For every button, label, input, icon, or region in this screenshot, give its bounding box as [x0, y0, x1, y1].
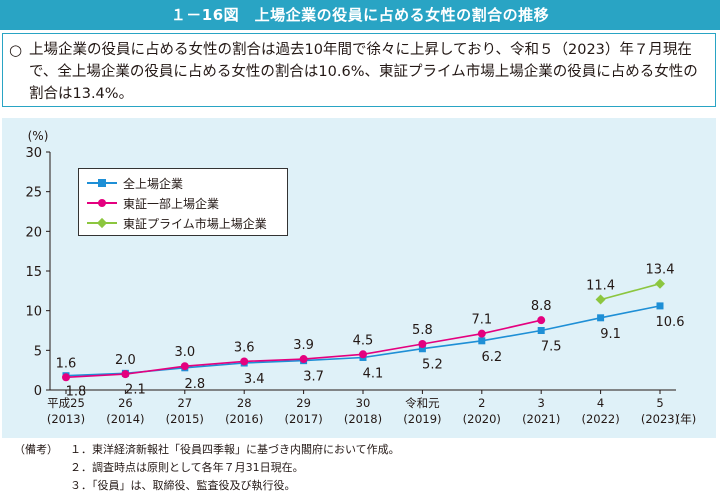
legend-swatch-all-listed	[87, 177, 117, 189]
x-tick-label: 平成25	[47, 396, 85, 410]
y-tick-label: 20	[25, 225, 42, 240]
data-label: 3.6	[234, 340, 255, 355]
data-label: 4.5	[353, 333, 374, 348]
data-point	[655, 278, 665, 289]
legend-item-all-listed: 全上場企業	[87, 173, 279, 193]
data-point	[656, 302, 664, 310]
y-tick-label: 25	[25, 186, 42, 201]
x-tick-label: (2015)	[166, 412, 204, 426]
x-tick-label: (2016)	[225, 412, 263, 426]
data-label: 5.8	[412, 323, 433, 338]
data-point	[478, 337, 486, 345]
legend-label-tse-prime: 東証プライム市場上場企業	[123, 216, 267, 231]
x-tick-label: (2019)	[403, 412, 441, 426]
y-tick-label: 0	[34, 384, 42, 399]
x-tick-label: 28	[237, 396, 252, 410]
x-tick-label: (2020)	[463, 412, 501, 426]
x-tick-label: 27	[177, 396, 192, 410]
line-chart: 051015202530(%)平成25(2013)26(2014)27(2015…	[25, 129, 696, 426]
data-label: 7.5	[541, 340, 562, 355]
legend-label-tse-first: 東証一部上場企業	[123, 196, 220, 211]
summary-bullet: ○	[9, 41, 23, 59]
note-item: ３．「役員」は、取締役、監査役及び執行役。	[70, 479, 296, 492]
data-label: 7.1	[471, 313, 492, 328]
data-label: 5.2	[422, 358, 443, 373]
x-tick-label: (2014)	[106, 412, 144, 426]
data-point	[359, 350, 367, 359]
data-point	[418, 339, 427, 348]
figure-title: １－16図 上場企業の役員に占める女性の割合の推移	[0, 0, 720, 30]
y-axis-label: (%)	[28, 129, 49, 143]
data-label: 2.8	[184, 377, 205, 392]
data-label: 3.4	[244, 372, 265, 387]
data-point	[537, 327, 545, 334]
data-point	[299, 355, 308, 364]
data-point	[477, 329, 486, 338]
data-label: 2.1	[125, 382, 146, 397]
x-tick-label: (2021)	[522, 412, 560, 426]
legend-item-tse-prime: 東証プライム市場上場企業	[87, 213, 279, 233]
x-tick-label: 5	[656, 396, 663, 410]
x-tick-label: (2017)	[284, 412, 322, 426]
x-tick-label: (2018)	[344, 412, 382, 426]
y-tick-label: 30	[25, 146, 42, 161]
legend-item-tse-first: 東証一部上場企業	[87, 193, 279, 213]
y-tick-label: 5	[34, 344, 42, 359]
notes-section: （備考） １．東洋経済新報社「役員四季報」に基づき内閣府において作成。 ２．調査…	[14, 441, 714, 495]
data-point	[180, 362, 189, 371]
data-label: 3.9	[293, 338, 314, 353]
x-tick-label: 29	[296, 396, 311, 410]
data-point	[240, 357, 249, 366]
data-label: 3.7	[303, 370, 324, 385]
data-label: 3.0	[174, 345, 195, 360]
data-label: 4.1	[363, 366, 384, 381]
summary-text: 上場企業の役員に占める女性の割合は過去10年間で徐々に上昇しており、令和５（20…	[29, 42, 698, 102]
x-tick-label: 2	[478, 396, 485, 410]
x-tick-label: 30	[356, 396, 371, 410]
x-axis-unit: (年)	[676, 412, 696, 426]
data-point	[595, 294, 606, 305]
x-tick-label: (2023)	[641, 412, 679, 426]
data-point	[537, 316, 546, 325]
legend-swatch-tse-first	[87, 197, 117, 209]
data-point	[62, 373, 70, 382]
data-label: 8.8	[531, 299, 552, 314]
legend-label-all-listed: 全上場企業	[123, 176, 184, 191]
note-item: ２．調査時点は原則として各年７月31日現在。	[70, 461, 304, 474]
y-tick-label: 10	[25, 305, 42, 320]
x-tick-label: 令和元	[405, 396, 440, 410]
data-label: 11.4	[586, 279, 615, 294]
note-item: １．東洋経済新報社「役員四季報」に基づき内閣府において作成。	[70, 443, 400, 456]
series-line-2	[600, 282, 661, 301]
data-label: 2.0	[115, 353, 136, 368]
x-tick-label: (2022)	[581, 412, 619, 426]
chart-legend: 全上場企業 東証一部上場企業 東証プライム市場上場企業	[78, 168, 288, 236]
y-tick-label: 15	[25, 265, 42, 280]
data-label: 1.6	[56, 356, 77, 371]
data-label: 10.6	[656, 315, 685, 330]
data-label: 13.4	[646, 263, 675, 278]
data-label: 9.1	[600, 327, 621, 342]
data-point	[121, 370, 130, 379]
data-point	[418, 345, 426, 353]
data-point	[597, 314, 605, 322]
x-tick-label: (2013)	[47, 412, 85, 426]
x-tick-label: 3	[538, 396, 545, 410]
x-tick-label: 26	[118, 396, 133, 410]
notes-head: （備考）	[14, 443, 58, 456]
x-tick-label: 4	[597, 396, 604, 410]
data-label: 1.8	[66, 385, 87, 400]
legend-swatch-tse-prime	[87, 217, 117, 229]
summary-box: ○ 上場企業の役員に占める女性の割合は過去10年間で徐々に上昇しており、令和５（…	[2, 33, 716, 107]
data-label: 6.2	[481, 350, 502, 365]
